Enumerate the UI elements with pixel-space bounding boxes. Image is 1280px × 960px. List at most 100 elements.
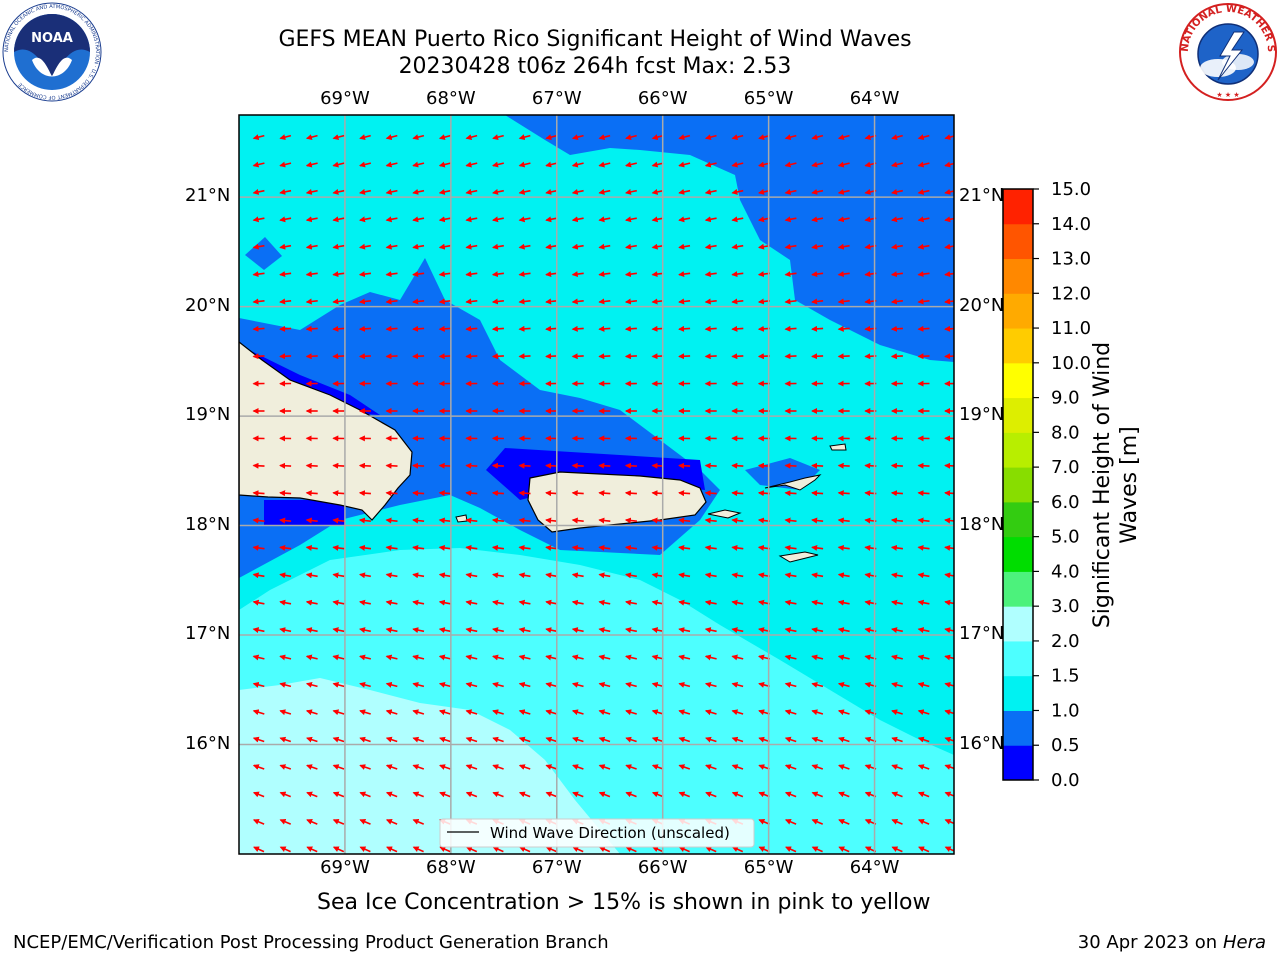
wave-direction-arrow <box>519 846 531 853</box>
wave-direction-arrow <box>306 819 318 825</box>
wave-direction-arrow <box>359 627 371 634</box>
wave-direction-arrow <box>651 517 664 524</box>
wave-direction-arrow <box>492 627 504 634</box>
wave-direction-arrow <box>252 627 265 634</box>
wave-direction-arrow <box>917 709 930 716</box>
wave-direction-arrow <box>518 271 531 278</box>
colorbar-tick-label: 5.0 <box>1051 527 1080 548</box>
wave-direction-arrow <box>545 544 558 551</box>
wave-direction-arrow <box>492 572 504 579</box>
wave-direction-arrow <box>305 134 318 141</box>
wave-direction-arrow <box>598 353 611 360</box>
wave-direction-arrow <box>492 599 504 606</box>
wave-direction-arrow <box>385 462 398 469</box>
wave-direction-arrow <box>332 353 345 360</box>
wave-direction-arrow <box>705 791 717 798</box>
wave-direction-arrow <box>917 819 930 825</box>
wave-direction-arrow <box>412 572 425 579</box>
wave-direction-arrow <box>438 517 451 524</box>
wave-direction-arrow <box>438 654 451 661</box>
wave-direction-arrow <box>571 517 584 524</box>
wave-direction-arrow <box>279 764 292 770</box>
wave-direction-arrow <box>385 709 398 716</box>
lat-label-left: 20°N <box>185 294 231 316</box>
wave-direction-arrow <box>252 353 265 360</box>
colorbar-tick-label: 7.0 <box>1051 457 1080 478</box>
wave-direction-arrow <box>944 764 954 770</box>
wave-direction-arrow <box>944 736 954 743</box>
wave-direction-arrow <box>465 654 478 661</box>
wave-direction-arrow <box>385 764 398 770</box>
wave-direction-arrow <box>731 353 744 360</box>
wave-direction-arrow <box>731 572 744 579</box>
wave-direction-arrow <box>571 134 584 141</box>
wave-direction-arrow <box>571 681 584 688</box>
wave-direction-arrow <box>944 654 954 661</box>
colorbar-title-line2: Waves [m] <box>1117 426 1142 544</box>
wave-direction-arrow <box>678 462 691 469</box>
wave-direction-arrow <box>944 517 954 524</box>
wave-direction-arrow <box>678 846 690 853</box>
wave-direction-arrow <box>492 654 504 661</box>
wave-direction-arrow <box>571 325 584 332</box>
wave-direction-arrow <box>412 791 424 798</box>
wave-direction-arrow <box>279 134 292 141</box>
wave-direction-arrow <box>598 161 611 168</box>
wave-direction-arrow <box>944 462 954 469</box>
wave-direction-arrow <box>492 216 504 223</box>
wave-direction-arrow <box>891 572 903 579</box>
wave-direction-arrow <box>891 846 903 853</box>
wave-direction-arrow <box>385 572 398 579</box>
wave-direction-arrow <box>784 736 797 743</box>
wave-direction-arrow <box>598 325 611 332</box>
wave-direction-arrow <box>439 736 451 743</box>
wave-direction-arrow <box>811 599 824 606</box>
wave-direction-arrow <box>598 134 611 141</box>
wave-direction-arrow <box>678 736 691 743</box>
land-virgin-islands <box>764 474 822 491</box>
wave-direction-arrow <box>385 298 398 305</box>
wave-direction-arrow <box>332 791 345 798</box>
wave-direction-arrow <box>279 271 292 278</box>
wave-direction-arrow <box>306 791 318 798</box>
wave-direction-arrow <box>332 216 345 223</box>
wave-direction-arrow <box>944 572 954 579</box>
wave-direction-arrow <box>518 681 531 688</box>
wave-direction-arrow <box>625 764 637 770</box>
land-puerto-rico <box>527 471 707 533</box>
wave-direction-arrow <box>918 846 930 853</box>
wave-direction-arrow <box>917 271 930 278</box>
wave-direction-arrow <box>624 325 637 332</box>
colorbar-segment <box>1003 397 1033 433</box>
wave-direction-arrow <box>332 654 345 661</box>
wave-band-0-5-islet <box>245 237 282 270</box>
wave-direction-arrow <box>704 599 717 606</box>
wave-direction-arrow <box>651 134 664 141</box>
wave-direction-arrow <box>625 791 637 798</box>
wave-direction-arrow <box>678 271 691 278</box>
wave-direction-arrow <box>811 736 824 743</box>
wave-direction-arrow <box>438 627 451 634</box>
wave-direction-arrow <box>491 271 505 278</box>
wave-direction-arrow <box>891 161 903 168</box>
wave-direction-arrow <box>252 462 265 469</box>
wave-direction-arrow <box>678 490 691 497</box>
wave-direction-arrow <box>944 681 954 688</box>
wave-direction-arrow <box>385 490 398 497</box>
wave-direction-arrow <box>837 627 850 634</box>
wave-direction-arrow <box>545 846 557 853</box>
wave-direction-arrow <box>731 188 744 195</box>
wave-direction-arrow <box>625 681 637 688</box>
wave-direction-arrow <box>332 572 345 579</box>
wave-direction-arrow <box>598 216 611 223</box>
wave-direction-arrow <box>439 846 451 853</box>
colorbar-tick-label: 0.0 <box>1051 770 1080 791</box>
wave-direction-arrow <box>837 134 850 141</box>
wave-direction-arrow <box>518 161 531 168</box>
wave-direction-arrow <box>625 846 637 853</box>
wave-direction-arrow <box>279 544 292 551</box>
wave-direction-arrow <box>651 654 664 661</box>
wave-direction-arrow <box>412 353 425 360</box>
wave-direction-arrow <box>625 216 637 223</box>
wave-direction-arrow <box>412 188 425 195</box>
